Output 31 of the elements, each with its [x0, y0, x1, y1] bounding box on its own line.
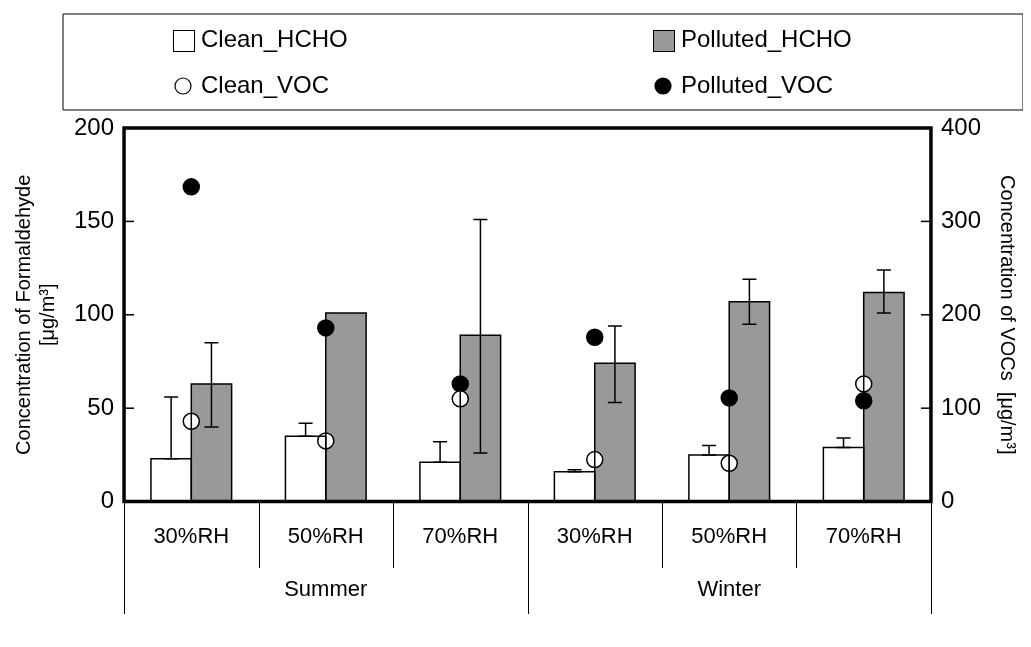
- x-tick-label: 50%RH: [691, 522, 768, 548]
- point: [585, 328, 604, 346]
- point: [854, 391, 873, 410]
- x-tick-label: 50%RH: [287, 522, 364, 548]
- legend-label: Polluted_HCHO: [681, 24, 852, 52]
- x-tick-label: 30%RH: [153, 522, 230, 548]
- point: [585, 450, 604, 469]
- x-tick-label: 70%RH: [422, 522, 499, 548]
- y-tick-label: 200: [74, 112, 115, 140]
- y-tick-label: 50: [87, 392, 115, 420]
- legend-label: Clean_HCHO: [201, 24, 348, 52]
- y2-tick-label: 300: [940, 206, 981, 234]
- y2-tick-label: 400: [940, 112, 981, 140]
- text: Summer: [283, 575, 369, 602]
- y2-tick-label: 200: [940, 299, 981, 327]
- x-tick-label: 70%RH: [825, 522, 902, 548]
- x-tick-label: 30%RH: [556, 522, 633, 548]
- point: [182, 412, 201, 431]
- legend-label: Clean_VOC: [201, 70, 330, 98]
- y2-tick-label: 100: [940, 392, 981, 420]
- legend-label: Polluted_VOC: [681, 70, 834, 98]
- point: [854, 375, 873, 393]
- text: Winter: [696, 575, 762, 602]
- point: [182, 178, 201, 196]
- y-axis-title: Concentration of Formaldehyde [μg/m³]: [11, 174, 58, 455]
- y2-axis-title: Concentration of VOCs [μg/m³]: [997, 175, 1020, 455]
- y2-tick-label: 0: [940, 486, 955, 514]
- point: [451, 390, 470, 408]
- y-tick-label: 150: [74, 206, 115, 234]
- y-tick-label: 100: [74, 299, 115, 327]
- y-tick-label: 0: [100, 486, 115, 514]
